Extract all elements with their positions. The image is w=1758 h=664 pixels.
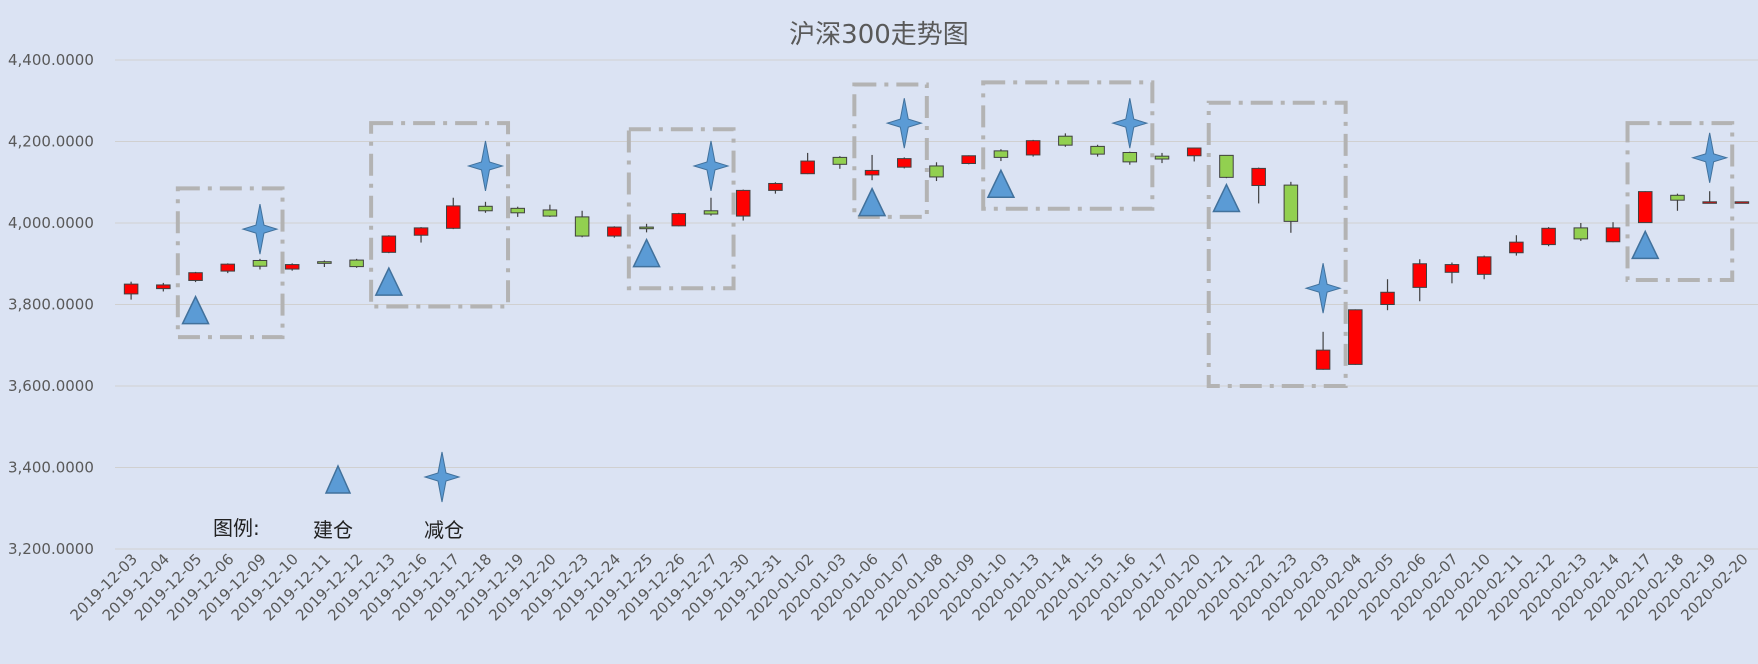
candle-body xyxy=(188,272,203,281)
candle-body xyxy=(1605,227,1621,243)
candle-body xyxy=(284,264,300,270)
candle-body xyxy=(1348,309,1363,365)
build-marker xyxy=(632,237,661,268)
candle-body xyxy=(123,283,139,295)
candle-body xyxy=(413,227,429,236)
build-marker xyxy=(1212,182,1241,213)
candle-body xyxy=(1444,264,1460,273)
candle-body xyxy=(993,150,1009,158)
candle-body xyxy=(929,165,944,178)
build-marker xyxy=(374,266,404,296)
candle-body xyxy=(1637,191,1653,224)
y-tick-label: 4,000.0000 xyxy=(8,214,94,232)
trade-markers xyxy=(181,98,1729,325)
region-box xyxy=(981,80,1155,211)
candle-body xyxy=(1025,140,1041,156)
candle-body xyxy=(864,169,880,176)
x-axis-ticks: 2019-12-032019-12-042019-12-052019-12-06… xyxy=(67,550,1752,624)
region-box xyxy=(1625,121,1735,283)
candle-body xyxy=(832,156,848,165)
candle-body xyxy=(1509,241,1524,254)
build-marker xyxy=(986,168,1016,199)
candle-body xyxy=(220,263,236,272)
legend-title: 图例: xyxy=(213,516,260,540)
candle-body xyxy=(478,205,493,212)
region-box xyxy=(626,127,736,291)
candle-body xyxy=(1702,201,1717,204)
candle-body xyxy=(1315,349,1331,370)
candle-body xyxy=(317,261,332,264)
candle-body xyxy=(639,226,654,230)
candle-body xyxy=(381,235,397,253)
candle-body xyxy=(703,210,719,215)
candle-body xyxy=(768,182,783,191)
legend: 图例: 建仓 减仓 xyxy=(213,451,464,542)
candle-body xyxy=(671,213,687,227)
candle-body xyxy=(1734,201,1750,204)
reduce-marker xyxy=(1111,98,1149,149)
y-tick-label: 3,600.0000 xyxy=(8,377,94,395)
candle-body xyxy=(542,209,558,217)
candle-body xyxy=(961,155,976,165)
legend-reduce-label: 减仓 xyxy=(424,518,464,542)
candle-body xyxy=(1219,154,1234,178)
reduce-marker xyxy=(1304,263,1342,314)
position-regions xyxy=(175,80,1735,388)
reduce-marker xyxy=(885,98,923,149)
grid-lines xyxy=(115,59,1758,550)
legend-reduce-star-icon xyxy=(423,451,461,503)
legend-build-label: 建仓 xyxy=(313,518,353,542)
y-axis-ticks: 4,400.0000 4,200.0000 4,000.0000 3,800.0000… xyxy=(8,51,94,558)
y-tick-label: 4,200.0000 xyxy=(8,133,94,151)
build-marker xyxy=(857,186,887,217)
candle-body xyxy=(800,160,815,175)
reduce-marker xyxy=(692,140,730,192)
candle-body xyxy=(1670,194,1685,201)
region-box xyxy=(175,186,285,340)
region-box xyxy=(852,82,929,219)
reduce-marker xyxy=(466,140,505,192)
candle-body xyxy=(1058,135,1073,146)
build-marker xyxy=(1631,229,1660,260)
candle-body xyxy=(1090,145,1105,155)
candle-body xyxy=(1186,147,1202,157)
candle-body xyxy=(156,284,171,290)
candle-body xyxy=(735,189,751,217)
y-tick-label: 4,400.0000 xyxy=(8,51,94,69)
candle-body xyxy=(1380,291,1395,305)
build-marker xyxy=(181,294,210,325)
candle-body xyxy=(1154,155,1170,160)
y-tick-label: 3,200.0000 xyxy=(8,540,94,558)
candle-body xyxy=(510,207,525,214)
candles xyxy=(123,133,1750,370)
candle-body xyxy=(1283,184,1299,222)
region-box xyxy=(369,121,511,309)
candle-body xyxy=(1251,167,1266,187)
reduce-marker xyxy=(241,204,279,255)
candle-body xyxy=(349,259,364,268)
candle-body xyxy=(897,158,912,168)
candle-body xyxy=(252,259,268,267)
candle-body xyxy=(1476,256,1492,275)
region-box xyxy=(1206,100,1348,388)
candle-body xyxy=(1573,227,1589,240)
candle-body xyxy=(1541,227,1556,246)
candle-body xyxy=(1122,152,1138,163)
candle-body xyxy=(445,205,461,229)
legend-build-triangle-icon xyxy=(324,464,352,494)
y-tick-label: 3,800.0000 xyxy=(8,296,94,314)
y-tick-label: 3,400.0000 xyxy=(8,459,94,477)
candle-body xyxy=(574,216,590,237)
candle-body xyxy=(1412,263,1428,288)
reduce-marker xyxy=(1690,132,1729,183)
candle-body xyxy=(607,226,622,237)
chart-title: 沪深300走势图 xyxy=(789,20,969,50)
